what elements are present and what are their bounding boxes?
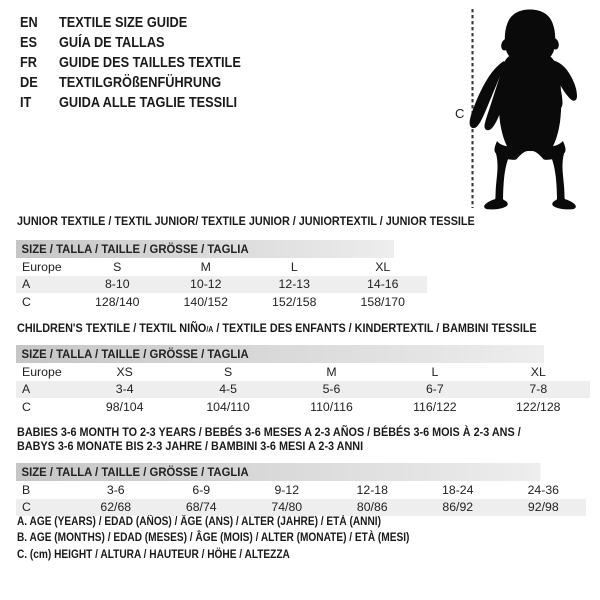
svg-text:C: C <box>455 106 464 121</box>
